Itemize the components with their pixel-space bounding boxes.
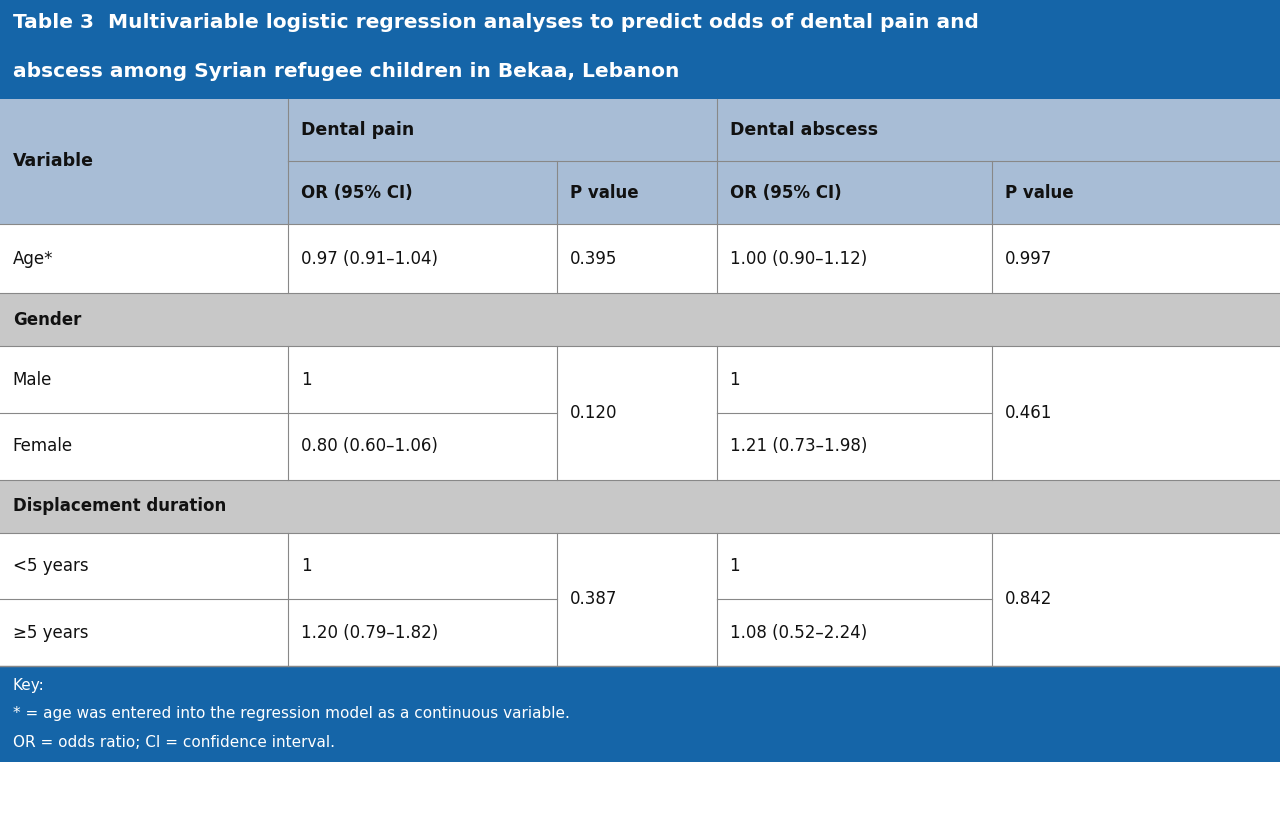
Text: Displacement duration: Displacement duration	[13, 497, 227, 515]
Text: 1: 1	[730, 557, 740, 575]
Text: 1: 1	[301, 370, 311, 389]
Text: OR (95% CI): OR (95% CI)	[730, 184, 841, 201]
Bar	[0, 533, 1280, 599]
Text: 1.21 (0.73–1.98): 1.21 (0.73–1.98)	[730, 437, 867, 456]
Text: 1: 1	[730, 370, 740, 389]
Bar	[0, 480, 1280, 533]
Text: 0.387: 0.387	[570, 590, 617, 609]
Text: 0.80 (0.60–1.06): 0.80 (0.60–1.06)	[301, 437, 438, 456]
Text: 0.997: 0.997	[1005, 250, 1052, 268]
Text: 0.395: 0.395	[570, 250, 617, 268]
Text: Age*: Age*	[13, 250, 54, 268]
Text: Table 3  Multivariable logistic regression analyses to predict odds of dental pa: Table 3 Multivariable logistic regressio…	[13, 13, 979, 33]
Bar	[0, 346, 1280, 413]
Bar	[0, 293, 1280, 346]
Text: Key:: Key:	[13, 678, 45, 693]
Text: 1: 1	[301, 557, 311, 575]
Text: ≥5 years: ≥5 years	[13, 624, 88, 642]
Text: P value: P value	[1005, 184, 1074, 201]
Text: Variable: Variable	[13, 152, 93, 171]
Text: Dental abscess: Dental abscess	[730, 121, 878, 139]
Text: * = age was entered into the regression model as a continuous variable.: * = age was entered into the regression …	[13, 706, 570, 721]
Text: 1.08 (0.52–2.24): 1.08 (0.52–2.24)	[730, 624, 867, 642]
Bar	[0, 666, 1280, 762]
Text: 0.461: 0.461	[1005, 404, 1052, 422]
Text: 0.97 (0.91–1.04): 0.97 (0.91–1.04)	[301, 250, 438, 268]
Text: 0.842: 0.842	[1005, 590, 1052, 609]
Text: Dental pain: Dental pain	[301, 121, 413, 139]
Bar	[0, 413, 1280, 480]
Text: OR = odds ratio; CI = confidence interval.: OR = odds ratio; CI = confidence interva…	[13, 735, 335, 750]
Text: 1.20 (0.79–1.82): 1.20 (0.79–1.82)	[301, 624, 438, 642]
Text: 0.120: 0.120	[570, 404, 617, 422]
Text: Gender: Gender	[13, 311, 81, 329]
Text: OR (95% CI): OR (95% CI)	[301, 184, 412, 201]
Bar	[0, 599, 1280, 666]
Bar	[0, 0, 1280, 99]
Text: Male: Male	[13, 370, 52, 389]
Text: P value: P value	[570, 184, 639, 201]
Text: Female: Female	[13, 437, 73, 456]
Text: <5 years: <5 years	[13, 557, 88, 575]
Text: abscess among Syrian refugee children in Bekaa, Lebanon: abscess among Syrian refugee children in…	[13, 62, 680, 81]
Text: 1.00 (0.90–1.12): 1.00 (0.90–1.12)	[730, 250, 867, 268]
Bar	[0, 99, 1280, 224]
Bar	[0, 224, 1280, 293]
